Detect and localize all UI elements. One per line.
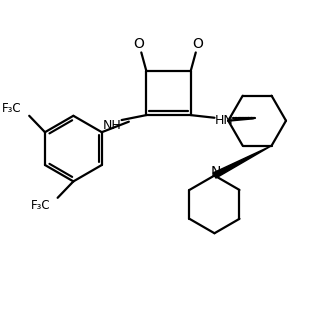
Text: F₃C: F₃C xyxy=(2,102,22,115)
Text: O: O xyxy=(134,37,145,51)
Text: HN: HN xyxy=(214,114,233,127)
Text: NH: NH xyxy=(102,119,121,132)
Polygon shape xyxy=(213,146,272,178)
Text: F₃C: F₃C xyxy=(31,199,50,212)
Text: O: O xyxy=(193,37,204,51)
Text: N: N xyxy=(211,165,221,179)
